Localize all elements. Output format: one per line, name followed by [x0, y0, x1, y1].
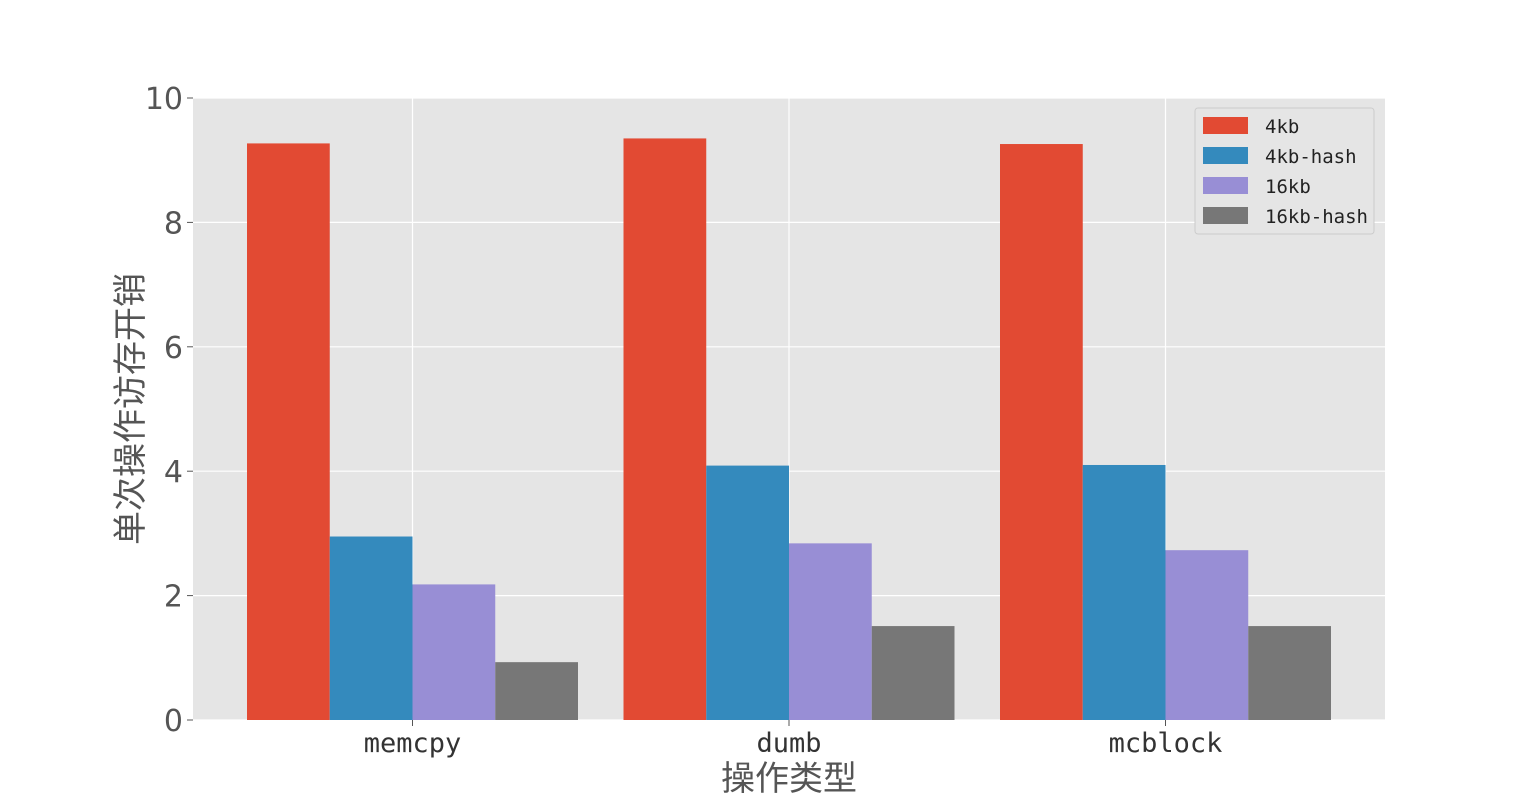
x-tick-label: dumb	[756, 728, 821, 759]
legend-swatch-16kb-hash	[1203, 207, 1248, 224]
bar-16kb-hash-mcblock	[1248, 626, 1331, 720]
y-tick-label: 8	[164, 206, 183, 241]
bar-4kb-dumb	[623, 138, 707, 720]
legend: 4kb 4kb-hash 16kb 16kb-hash	[1194, 107, 1375, 235]
bar-16kb-mcblock	[1165, 550, 1249, 720]
bar-16kb-memcpy	[412, 584, 496, 720]
bar-4kb-hash-dumb	[706, 465, 789, 720]
bars	[247, 138, 1331, 720]
y-tick-label: 0	[164, 704, 183, 739]
bar-16kb-hash-memcpy	[495, 662, 578, 720]
y-tick-labels: 0 2 4 6 8 10	[145, 82, 193, 739]
y-tick-label: 4	[164, 455, 183, 490]
legend-label-4kb: 4kb	[1265, 116, 1299, 138]
legend-label-16kb-hash: 16kb-hash	[1265, 206, 1368, 228]
legend-swatch-16kb	[1203, 177, 1248, 194]
bar-4kb-hash-memcpy	[329, 536, 413, 720]
bar-4kb-mcblock	[1000, 144, 1083, 720]
bar-4kb-hash-mcblock	[1082, 464, 1166, 720]
bar-4kb-memcpy	[247, 143, 330, 720]
legend-label-16kb: 16kb	[1265, 176, 1311, 198]
x-tick-label: mcblock	[1109, 728, 1223, 759]
legend-box	[1194, 107, 1375, 235]
y-tick-label: 10	[145, 82, 183, 117]
y-tick-label: 2	[164, 580, 183, 615]
x-tick-label: memcpy	[364, 728, 462, 759]
legend-swatch-4kb	[1203, 117, 1248, 134]
x-tick-labels: memcpy dumb mcblock	[364, 720, 1223, 759]
bar-16kb-dumb	[789, 543, 872, 720]
y-axis-title: 单次操作访存开销	[111, 273, 151, 545]
legend-label-4kb-hash: 4kb-hash	[1265, 146, 1357, 168]
x-axis-title: 操作类型	[721, 759, 857, 799]
bar-16kb-hash-dumb	[871, 626, 955, 720]
y-tick-label: 6	[164, 331, 183, 366]
legend-swatch-4kb-hash	[1203, 147, 1248, 164]
